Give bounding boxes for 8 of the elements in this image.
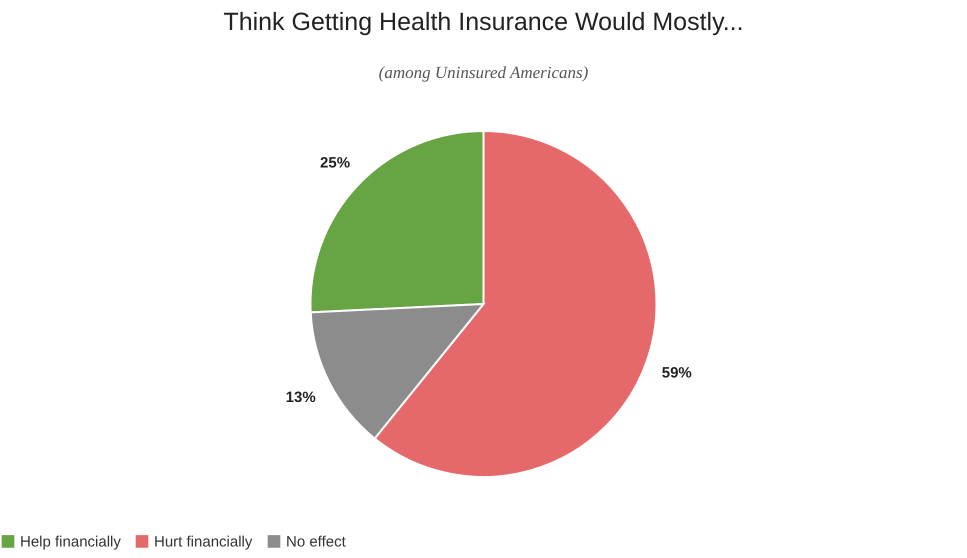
legend-label: Hurt financially: [154, 533, 253, 550]
chart-subtitle: (among Uninsured Americans): [378, 63, 589, 82]
legend-label: No effect: [286, 533, 347, 550]
chart-title: Think Getting Health Insurance Would Mostly...: [223, 8, 744, 36]
data-label: 59%: [662, 364, 692, 382]
data-label: 13%: [286, 388, 316, 406]
data-label: 25%: [320, 154, 350, 172]
legend-label: Help financially: [20, 533, 122, 550]
